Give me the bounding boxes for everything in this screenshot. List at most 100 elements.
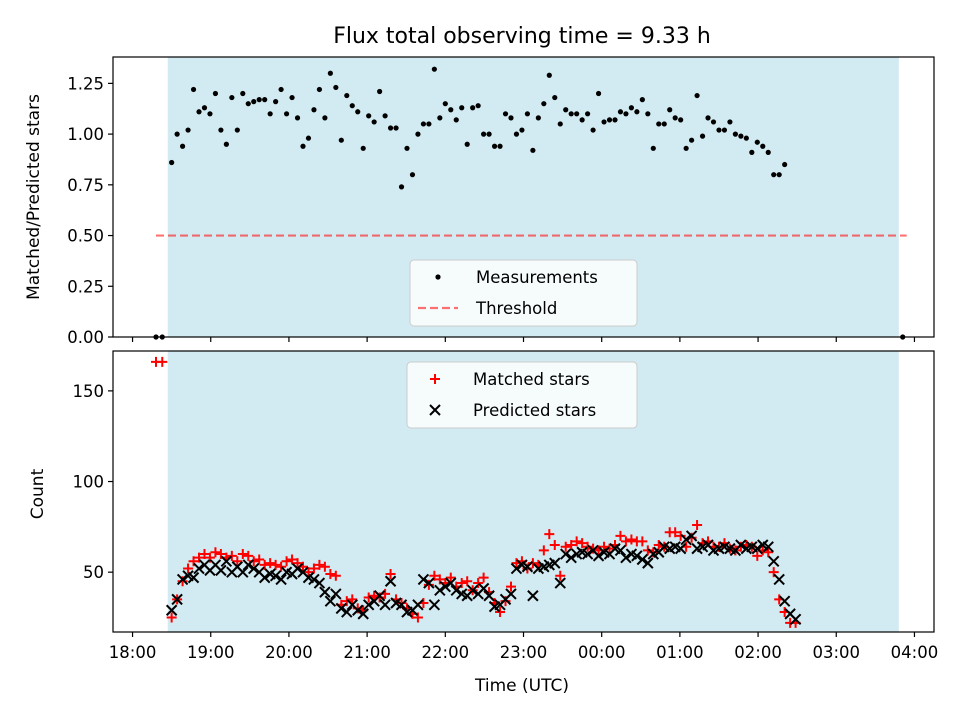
y-tick-label: 1.25	[67, 74, 104, 93]
measurement-point	[196, 109, 202, 115]
predicted-point	[450, 584, 462, 597]
x-tick-label: 00:00	[578, 643, 626, 662]
measurement-point	[601, 119, 607, 125]
measurement-point	[519, 127, 525, 133]
matched-point	[571, 536, 582, 547]
measurement-point	[541, 101, 547, 107]
matched-point	[265, 558, 276, 569]
measurement-point	[710, 119, 717, 125]
x-tick-label: 23:00	[500, 643, 548, 662]
predicted-point	[510, 562, 523, 575]
matched-point	[183, 563, 194, 574]
legend-marker-matched	[430, 374, 440, 384]
legend-marker-predicted	[429, 404, 441, 416]
measurement-point	[721, 127, 728, 133]
measurement-point	[179, 143, 186, 149]
predicted-point	[417, 573, 430, 586]
measurement-point	[628, 105, 635, 111]
measurement-point	[185, 127, 191, 133]
measurement-point	[481, 131, 487, 137]
measurement-point	[782, 161, 788, 168]
predicted-point	[269, 570, 282, 582]
measurement-point	[656, 121, 662, 127]
predicted-point	[581, 548, 594, 560]
measurement-point	[262, 97, 268, 103]
matched-point	[157, 356, 168, 367]
measurement-point	[530, 147, 536, 153]
top-ylabel: Matched/Predicted stars	[24, 94, 44, 300]
matched-point	[505, 581, 516, 592]
measurement-point	[294, 115, 301, 121]
predicted-point	[505, 588, 517, 600]
predicted-point	[620, 551, 632, 564]
measurement-point	[705, 115, 711, 121]
y-tick-label: 0.25	[67, 277, 104, 296]
matched-point	[412, 612, 423, 623]
measurement-point	[201, 105, 208, 111]
measurement-point	[273, 99, 279, 105]
matched-point	[560, 541, 571, 552]
predicted-point	[631, 550, 643, 562]
matched-point	[522, 563, 533, 574]
measurement-point	[322, 115, 328, 121]
matched-point	[363, 592, 374, 603]
measurement-point	[639, 97, 645, 103]
predicted-point	[592, 550, 605, 562]
measurement-point	[437, 115, 443, 121]
measurement-point	[765, 149, 771, 155]
legend-box	[409, 259, 638, 327]
measurement-point	[393, 125, 399, 131]
matched-point	[763, 547, 774, 558]
matched-point	[692, 520, 703, 531]
matched-point	[352, 603, 363, 614]
measurement-point	[623, 111, 629, 117]
measurement-point	[223, 141, 229, 147]
matched-point	[637, 536, 648, 547]
measurement-point	[169, 159, 175, 166]
ratio-panel: 0.00 0.25 0.50 0.75 1.00 1.25 Measurements Thre…	[67, 56, 935, 347]
measurement-point	[776, 172, 782, 178]
matched-point	[582, 541, 593, 552]
measurement-point	[404, 145, 410, 151]
predicted-point	[352, 604, 364, 616]
measurement-point	[502, 111, 509, 117]
measurement-point	[349, 103, 355, 109]
measurement-point	[377, 88, 383, 95]
legend-marker-measurements	[435, 274, 441, 280]
predicted-point	[308, 573, 320, 586]
predicted-point	[412, 599, 424, 611]
measurement-point	[683, 145, 689, 151]
matched-point	[369, 590, 380, 601]
predicted-point	[324, 595, 337, 607]
matched-point	[325, 568, 336, 579]
matched-point	[527, 558, 538, 569]
measurement-point	[667, 107, 673, 113]
measurement-point	[234, 127, 240, 133]
measurement-point	[617, 109, 624, 115]
measurement-point	[174, 131, 180, 137]
matched-point	[588, 543, 599, 554]
measurement-point	[678, 117, 684, 123]
measurement-point	[557, 121, 563, 127]
matched-point	[292, 558, 303, 569]
measurement-point	[229, 94, 235, 101]
measurement-point	[760, 143, 766, 149]
measurement-point	[645, 111, 651, 117]
measurement-point	[409, 172, 416, 178]
matched-point	[347, 594, 358, 605]
measurement-point	[289, 94, 295, 101]
measurement-point	[251, 99, 257, 105]
matched-point	[577, 538, 588, 549]
measurement-point	[508, 115, 514, 121]
measurement-point	[749, 149, 755, 155]
bottom-ylabel: Count	[28, 468, 48, 519]
matched-point	[434, 574, 445, 585]
predicted-point	[477, 582, 490, 595]
predicted-point	[483, 590, 495, 602]
measurement-point	[535, 115, 541, 121]
matched-point	[549, 539, 560, 550]
matched-point	[270, 559, 281, 570]
measurement-point	[212, 90, 219, 97]
matched-point	[281, 556, 292, 567]
predicted-point	[330, 588, 342, 600]
